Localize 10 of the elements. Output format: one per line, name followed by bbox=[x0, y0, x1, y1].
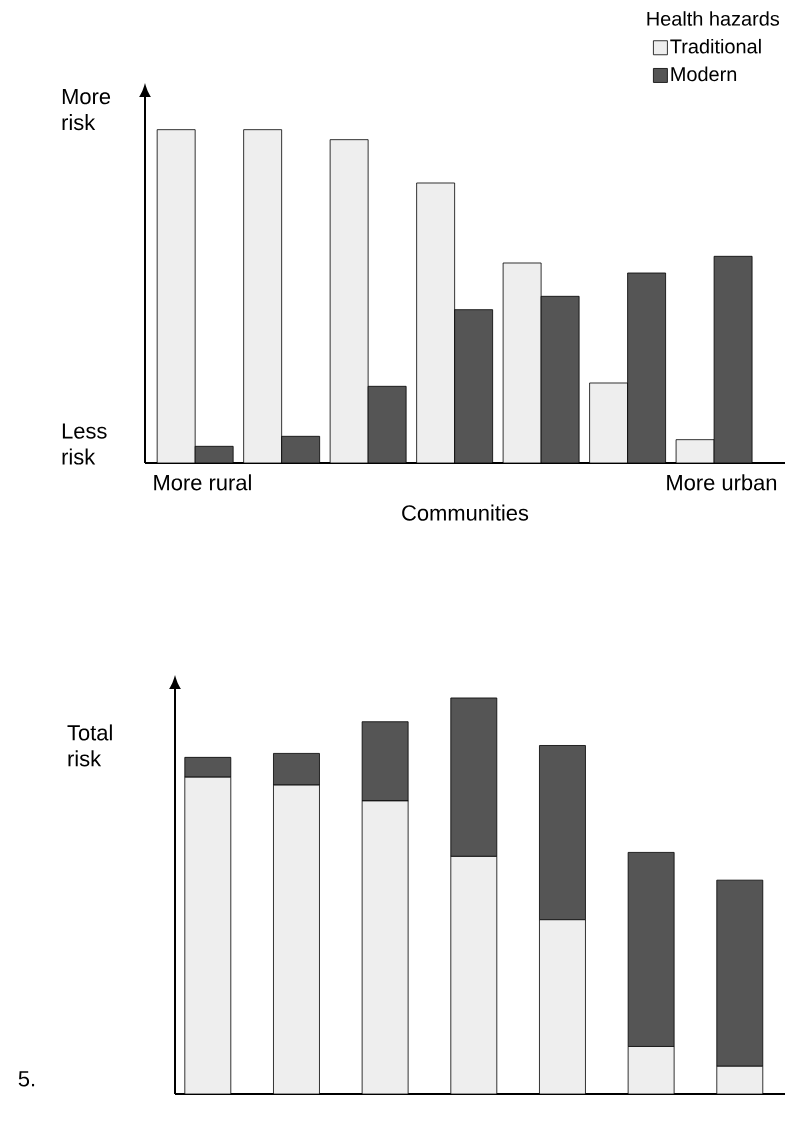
x-axis-title: Communities bbox=[402, 504, 529, 521]
text: More rural bbox=[154, 474, 251, 491]
y-axis-title: Total risk bbox=[67, 724, 112, 767]
text: Less risk bbox=[62, 423, 107, 465]
legend-title: Health hazards bbox=[647, 11, 780, 26]
legend-label: Modern bbox=[671, 66, 737, 82]
text: More risk bbox=[62, 88, 111, 131]
text: More urban bbox=[667, 474, 777, 491]
legend-label: Traditional bbox=[670, 38, 761, 54]
text: 5. bbox=[18, 1071, 35, 1087]
